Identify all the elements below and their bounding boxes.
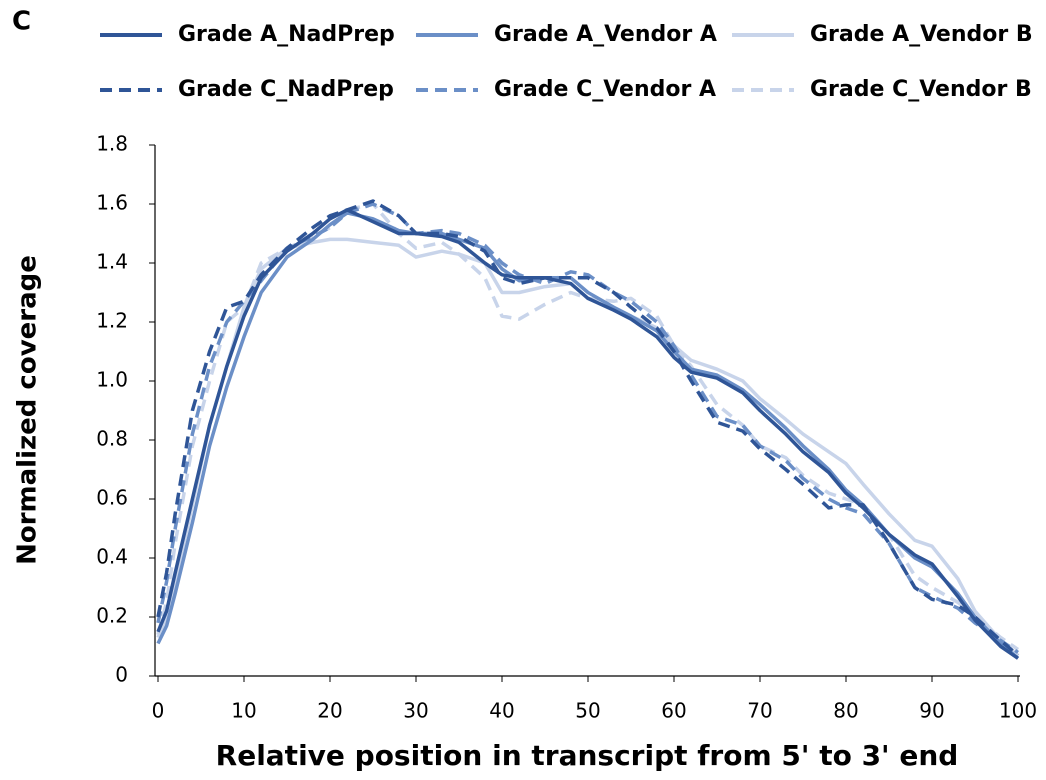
x-tick-label: 30 (403, 699, 428, 723)
legend-label: Grade A_NadPrep (178, 22, 395, 47)
x-tick-label: 50 (575, 699, 600, 723)
y-axis-title: Normalized coverage (13, 255, 43, 565)
y-tick-label: 0.8 (96, 427, 128, 451)
data-line (156, 237, 1020, 657)
x-tick-label: 60 (661, 699, 686, 723)
y-tick-label: 0.4 (96, 545, 128, 569)
x-axis-title: Relative position in transcript from 5' … (216, 739, 959, 772)
legend-label: Grade C_Vendor A (494, 77, 716, 102)
data-line (156, 199, 1020, 657)
y-tick-label: 1.2 (96, 309, 128, 333)
x-tick-label: 20 (317, 699, 342, 723)
y-tick-label: 1.8 (96, 132, 128, 156)
x-tick-label: 0 (152, 699, 165, 723)
x-tick-label: 80 (833, 699, 858, 723)
y-tick-label: 0 (115, 663, 128, 687)
y-tick-label: 1.6 (96, 191, 128, 215)
x-tick-label: 40 (489, 699, 514, 723)
x-tick-label: 70 (747, 699, 772, 723)
y-tick-label: 1.4 (96, 250, 128, 274)
x-tick-label: 10 (231, 699, 256, 723)
x-tick-label: 100 (999, 699, 1037, 723)
legend-label: Grade C_NadPrep (178, 77, 394, 102)
y-tick-label: 1.0 (96, 368, 128, 392)
data-line (156, 202, 1019, 651)
y-tick-label: 0.2 (96, 604, 128, 628)
y-tick-label: 0.6 (96, 486, 128, 510)
x-tick-label: 90 (919, 699, 944, 723)
legend-label: Grade A_Vendor A (494, 22, 717, 47)
legend-label: Grade A_Vendor B (810, 22, 1033, 47)
panel-label: C (12, 7, 31, 37)
legend-label: Grade C_Vendor B (810, 77, 1032, 102)
data-line (156, 202, 1019, 654)
